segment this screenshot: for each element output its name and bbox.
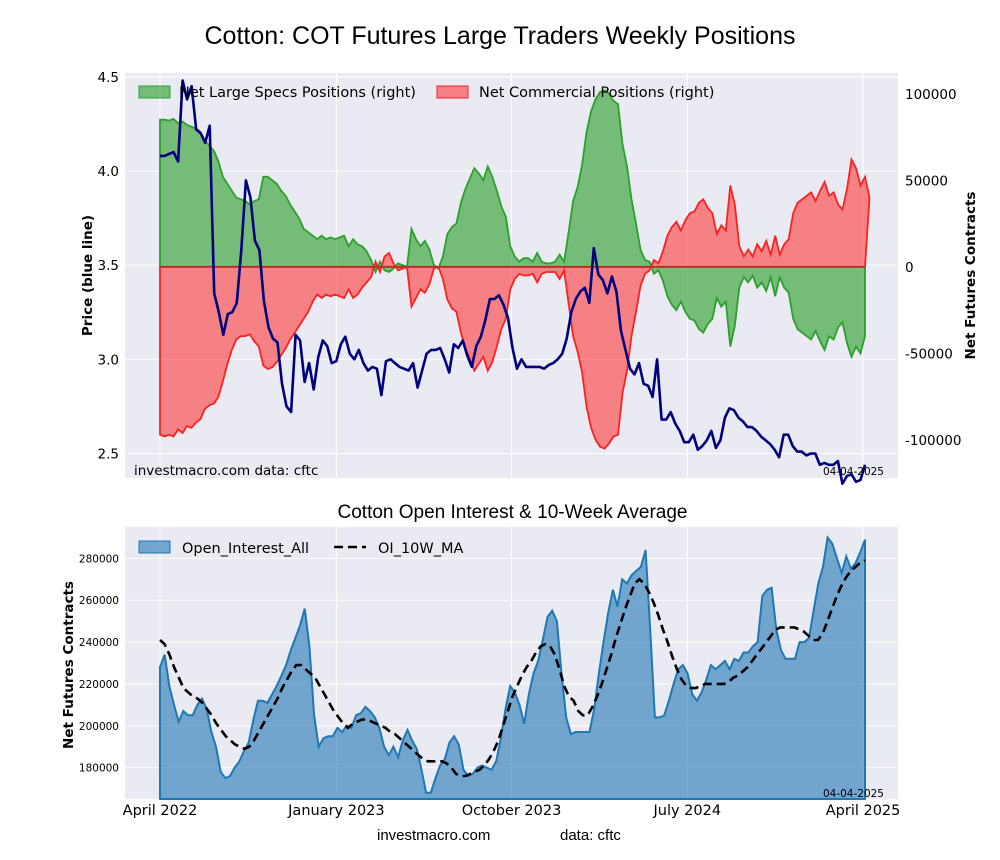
date-tick-label: April 2022	[123, 803, 198, 819]
oi-10w-ma-line	[159, 559, 866, 778]
chart-title: Cotton: COT Futures Large Traders Weekly…	[204, 22, 796, 50]
open-interest-tick-label: 280000	[79, 553, 119, 565]
watermark-date: 04-04-2025	[823, 466, 884, 478]
open-interest-legend: Open_Interest_All OI_10W_MA	[138, 540, 463, 557]
watermark-source: investmacro.com data: cftc	[134, 463, 318, 479]
price-tick-label: 3.0	[98, 352, 119, 368]
open-interest-tick-label: 200000	[79, 721, 119, 733]
legend-swatch-commercial	[436, 85, 469, 99]
price-tick-label: 4.0	[98, 164, 119, 180]
net-positions-tick-label: 50000	[905, 173, 948, 189]
legend-swatch-open-interest	[138, 540, 171, 554]
positions-legend: Net Large Specs Positions (right) Net Co…	[138, 85, 714, 101]
footer-data-source: data: cftc	[560, 827, 621, 844]
footer-source-site: investmacro.com	[377, 827, 491, 844]
open-interest-tick-label: 240000	[79, 637, 119, 649]
date-tick-label: July 2024	[653, 803, 722, 819]
net-commercial-area	[159, 156, 871, 450]
net-positions-tick-label: -100000	[905, 433, 961, 449]
positions-panel: 2.5 3.0 3.5 4.0 4.5 -100000 -50000 0 50000 10000…	[80, 70, 979, 485]
price-axis-label: Price (blue line)	[80, 215, 96, 336]
legend-swatch-specs	[138, 85, 171, 99]
price-tick-label: 4.5	[98, 70, 119, 86]
price-line	[160, 79, 867, 485]
net-futures-axis-label-bottom: Net Futures Contracts	[61, 581, 77, 749]
open-interest-tick-label: 180000	[79, 763, 119, 775]
date-tick-label: April 2025	[826, 803, 901, 819]
open-interest-panel: 180000 200000 220000 240000 260000 280000 Apr…	[61, 527, 900, 819]
date-axis-ticks: April 2022 January 2023 October 2023 July 2…	[123, 803, 901, 819]
legend-label-specs: Net Large Specs Positions (right)	[179, 85, 416, 101]
date-tick-label: January 2023	[287, 803, 384, 819]
legend-label-open-interest: Open_Interest_All	[182, 541, 309, 557]
net-large-specs-area	[159, 89, 866, 360]
date-tick-label: October 2023	[462, 803, 562, 819]
net-positions-tick-label: -50000	[905, 346, 953, 362]
legend-label-ma: OI_10W_MA	[378, 541, 463, 557]
open-interest-axis-ticks: 180000 200000 220000 240000 260000 280000	[79, 553, 119, 774]
open-interest-tick-label: 220000	[79, 679, 119, 691]
price-tick-label: 3.5	[98, 258, 119, 274]
net-positions-tick-label: 100000	[905, 87, 957, 103]
net-futures-axis-label-top: Net Futures Contracts	[963, 192, 979, 360]
price-tick-label: 2.5	[98, 447, 119, 463]
net-positions-axis-ticks: -100000 -50000 0 50000 100000	[905, 87, 961, 449]
watermark-date-bottom: 04-04-2025	[823, 788, 884, 800]
legend-label-commercial: Net Commercial Positions (right)	[479, 85, 714, 101]
subchart-title: Cotton Open Interest & 10-Week Average	[337, 502, 688, 523]
net-positions-tick-label: 0	[905, 260, 914, 276]
open-interest-tick-label: 260000	[79, 595, 119, 607]
price-axis-ticks: 2.5 3.0 3.5 4.0 4.5	[98, 70, 119, 463]
